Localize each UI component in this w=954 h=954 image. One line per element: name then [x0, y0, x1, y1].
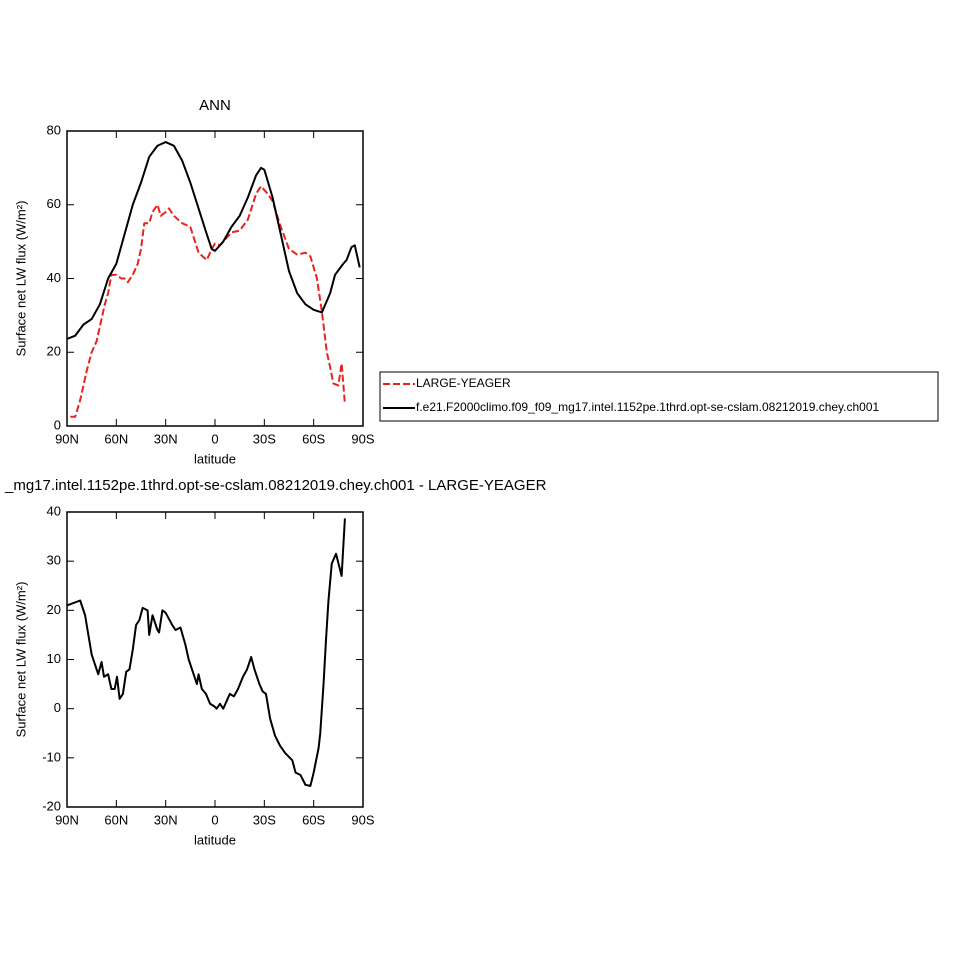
- legend-box: [379, 371, 939, 422]
- y-tick-label: 80: [47, 122, 61, 137]
- legend-text: f.e21.F2000climo.f09_f09_mg17.intel.1152…: [416, 400, 880, 414]
- x-tick-label: 90S: [351, 812, 374, 827]
- x-tick-label: 30S: [253, 431, 276, 446]
- y-axis-label: Surface net LW flux (W/m²): [13, 582, 28, 738]
- y-tick-label: 20: [47, 602, 61, 617]
- y-tick-label: 30: [47, 553, 61, 568]
- x-axis-label: latitude: [194, 832, 236, 847]
- x-tick-label: 0: [211, 812, 218, 827]
- x-tick-label: 90N: [55, 431, 79, 446]
- y-tick-label: 0: [54, 700, 61, 715]
- data-line: [70, 185, 346, 418]
- x-tick-label: 30N: [154, 812, 178, 827]
- title: _mg17.intel.1152pe.1thrd.opt-se-cslam.08…: [4, 477, 547, 494]
- plot-frame: [66, 130, 364, 427]
- x-axis-label: latitude: [194, 451, 236, 466]
- y-tick-label: 40: [47, 503, 61, 518]
- y-tick-label: 0: [54, 417, 61, 432]
- y-tick-label: 60: [47, 196, 61, 211]
- data-line: [66, 518, 346, 787]
- y-tick-label: -10: [42, 749, 61, 764]
- x-tick-label: 90N: [55, 812, 79, 827]
- x-tick-label: 60S: [302, 812, 325, 827]
- x-tick-label: 30S: [253, 812, 276, 827]
- x-tick-label: 30N: [154, 431, 178, 446]
- y-tick-label: -20: [42, 798, 61, 813]
- x-tick-label: 60S: [302, 431, 325, 446]
- title: ANN: [199, 97, 231, 114]
- y-axis-label: Surface net LW flux (W/m²): [13, 201, 28, 357]
- y-tick-label: 40: [47, 270, 61, 285]
- x-tick-label: 90S: [351, 431, 374, 446]
- y-tick-label: 10: [47, 651, 61, 666]
- x-tick-label: 60N: [104, 431, 128, 446]
- x-tick-label: 0: [211, 431, 218, 446]
- data-line: [66, 141, 361, 340]
- x-tick-label: 60N: [104, 812, 128, 827]
- y-tick-label: 20: [47, 344, 61, 359]
- legend-text: LARGE-YEAGER: [416, 376, 511, 390]
- plot-frame: [66, 511, 364, 808]
